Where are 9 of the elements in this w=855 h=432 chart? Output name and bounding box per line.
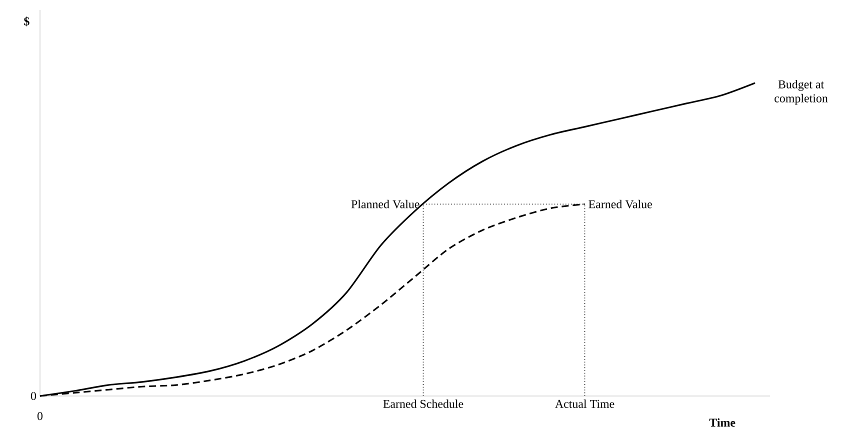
annotation: Planned Value	[351, 200, 420, 208]
text: 0	[37, 412, 43, 420]
text: 0	[30, 392, 36, 400]
annotation: Earned Value	[588, 200, 652, 208]
x-axis-title: Time	[709, 418, 736, 427]
text: Earned Schedule	[383, 400, 464, 408]
text: Budget at completion	[774, 80, 828, 105]
text: Actual Time	[555, 400, 614, 408]
y-axis-title: $	[24, 16, 30, 26]
